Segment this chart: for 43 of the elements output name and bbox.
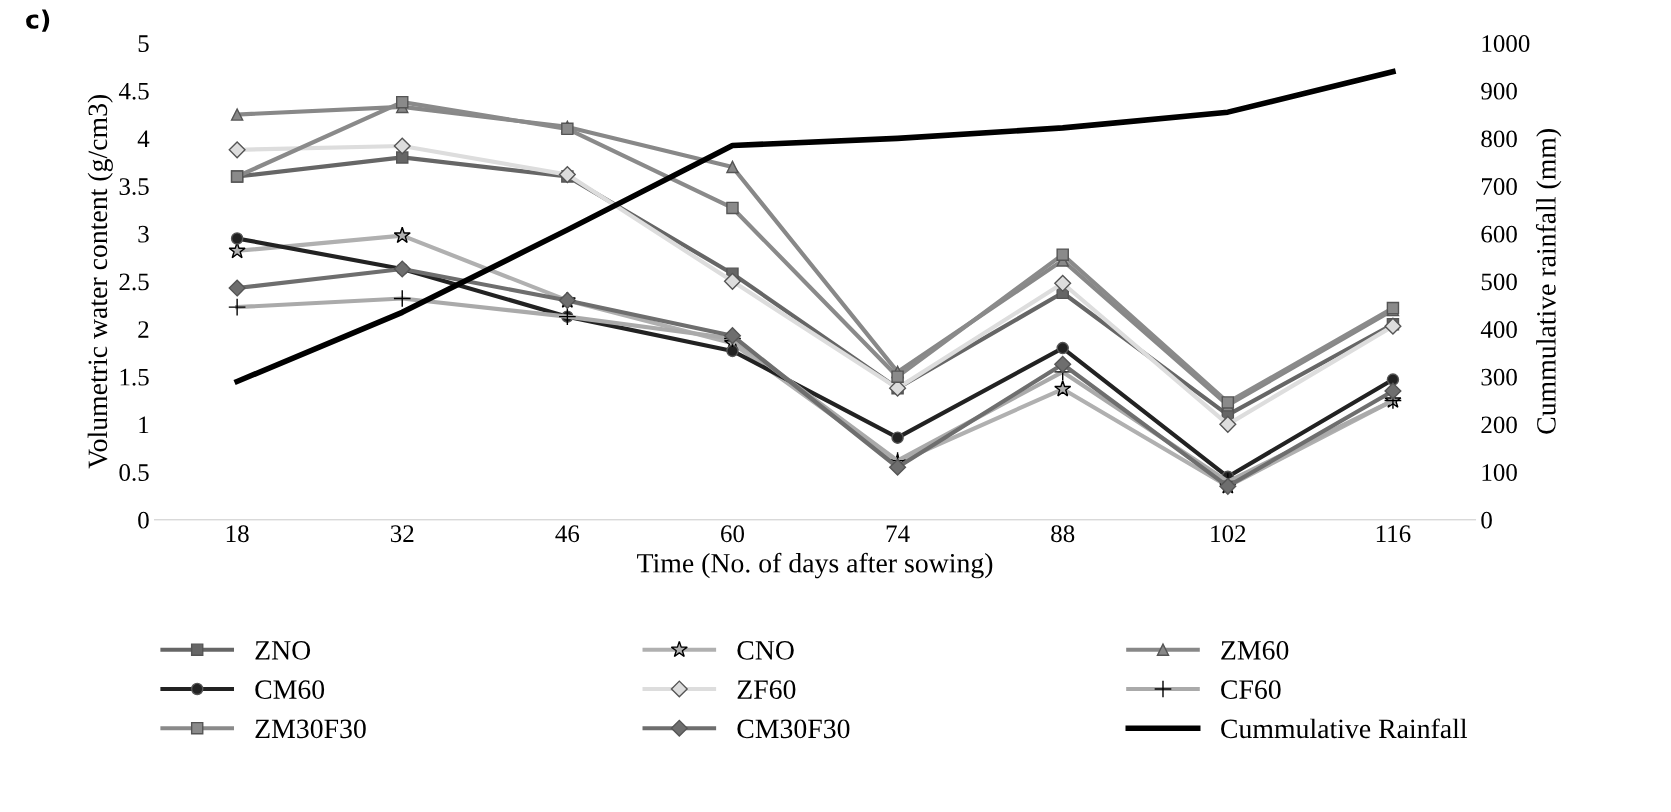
- x-tick-label: 32: [390, 525, 414, 543]
- y2-tick-label: 0: [1481, 511, 1492, 529]
- y-tick-label: 0: [138, 511, 149, 529]
- legend-label: ZM60: [1221, 640, 1289, 660]
- y-tick-label: 1.5: [120, 368, 149, 386]
- y2-tick-label: 400: [1480, 321, 1517, 338]
- y2-tick-label: 800: [1481, 130, 1517, 148]
- y-axis-title: Volumetric water content (g/cm3): [87, 95, 113, 469]
- y2-tick-label: 900: [1481, 82, 1517, 100]
- text: c): [26, 9, 50, 32]
- y2-tick-label: 500: [1481, 273, 1517, 291]
- y-tick-label: 4: [137, 130, 150, 148]
- legend-label: ZM30F30: [255, 719, 366, 739]
- y-tick-label: 3: [138, 225, 149, 243]
- x-tick-label: 46: [555, 525, 580, 543]
- y-tick-label: 1: [139, 416, 149, 434]
- x-tick-label: 18: [226, 525, 249, 543]
- y-tick-label: 3.5: [119, 178, 149, 196]
- y-tick-label: 5: [138, 35, 149, 52]
- y2-tick-label: 200: [1481, 416, 1517, 434]
- legend-label: CM60: [255, 680, 325, 699]
- y-tick-label: 2: [138, 321, 149, 338]
- y-tick-label: 0.5: [119, 464, 149, 482]
- x-axis-title: Time (No. of days after sowing): [637, 552, 993, 579]
- x-tick-label: 116: [1376, 525, 1411, 543]
- x-tick-label: 88: [1051, 525, 1075, 543]
- x-tick-label: 102: [1211, 525, 1246, 543]
- y2-axis-title: Cummulative rainfall (mm): [1535, 129, 1562, 434]
- y2-tick-label: 300: [1481, 368, 1517, 386]
- legend-label: CM30F30: [737, 719, 850, 739]
- y-tick-label: 4.5: [118, 82, 149, 100]
- legend-label: CNO: [737, 641, 794, 660]
- y2-tick-label: 600: [1481, 225, 1517, 243]
- y-tick-label: 2.5: [119, 273, 149, 291]
- x-tick-label: 74: [886, 525, 910, 542]
- legend-label: ZF60: [737, 680, 796, 699]
- y2-tick-label: 700: [1482, 178, 1517, 195]
- legend-label: ZNO: [255, 641, 311, 660]
- legend-label: CF60: [1221, 680, 1281, 699]
- legend-label: Cummulative Rainfall: [1221, 718, 1468, 739]
- y2-tick-label: 1000: [1482, 35, 1530, 52]
- x-tick-label: 60: [721, 525, 745, 543]
- y2-tick-label: 100: [1482, 464, 1517, 481]
